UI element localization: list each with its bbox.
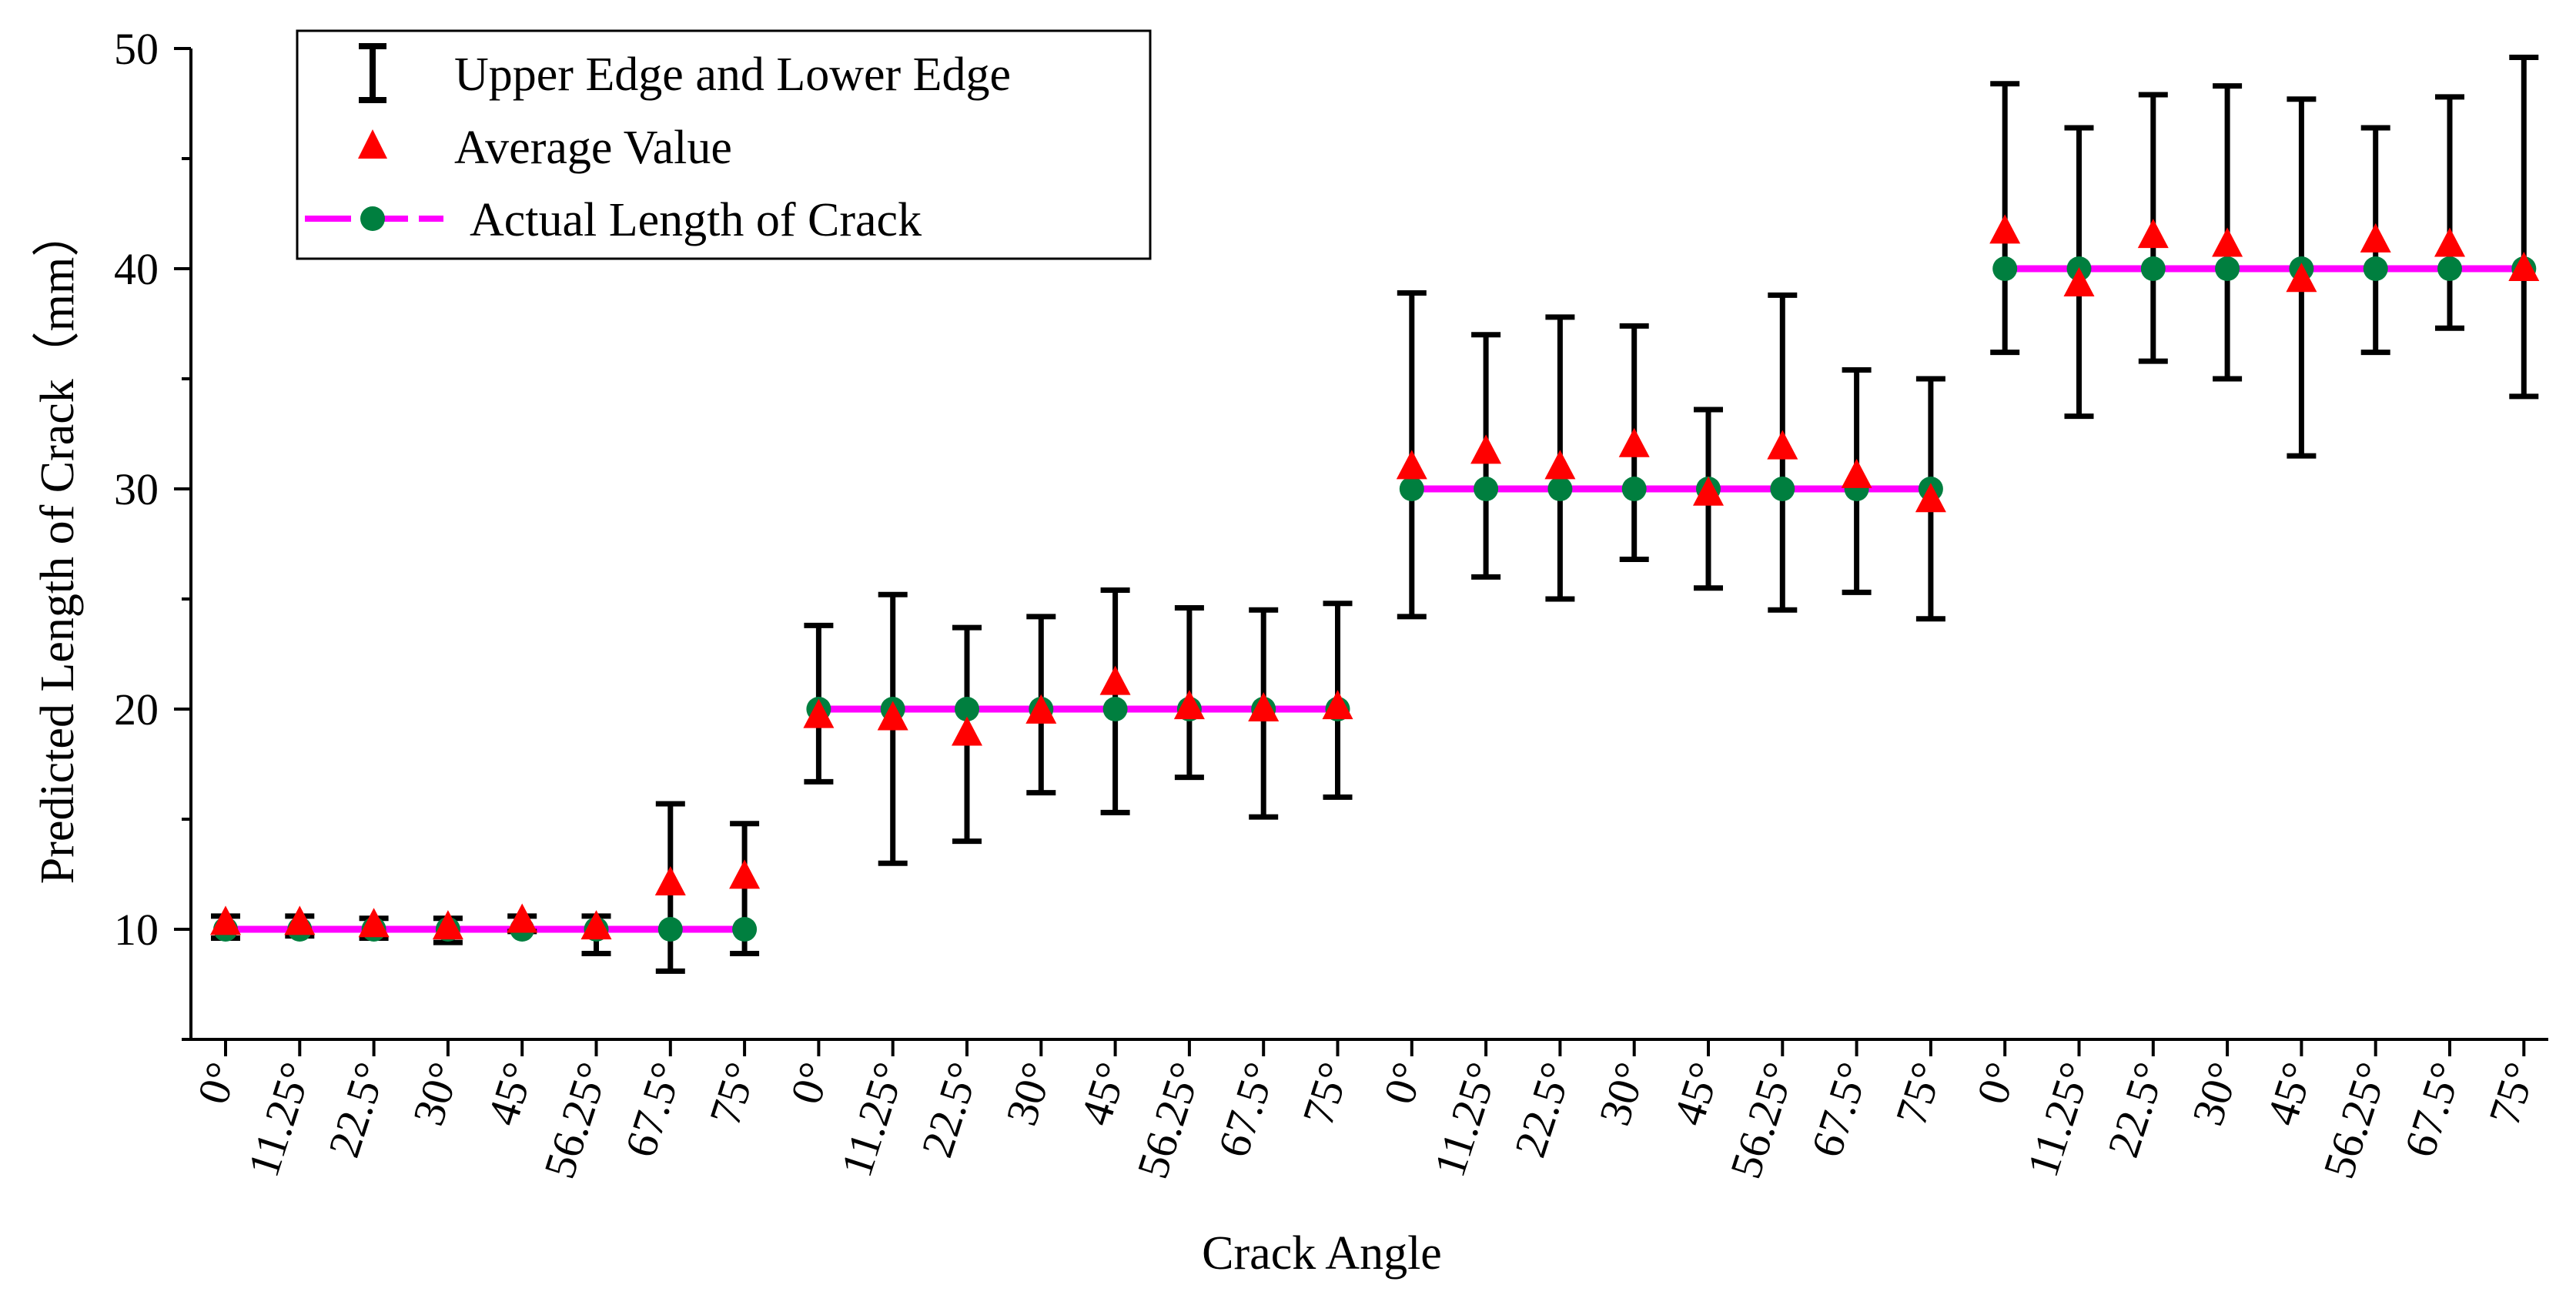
actual-length-point [1474, 477, 1499, 501]
average-value-point [580, 910, 612, 940]
actual-length-point [1547, 477, 1573, 501]
series-group [803, 587, 1353, 866]
average-value-point [2508, 252, 2540, 281]
y-tick-label: 10 [114, 905, 159, 955]
actual-length-point [1621, 477, 1647, 501]
average-value-point [1470, 434, 1502, 464]
average-value-point [1989, 214, 2021, 244]
y-tick-label: 20 [114, 684, 159, 734]
average-value-point [877, 701, 908, 731]
average-value-point [432, 910, 463, 940]
actual-length-point [1399, 477, 1424, 501]
legend-actual-symbol [305, 206, 443, 231]
average-value-point [1322, 690, 1353, 720]
average-value-point [1841, 458, 1872, 488]
legend: Upper Edge and Lower Edge Average Value … [296, 29, 1152, 260]
actual-length-point [2215, 256, 2240, 281]
series-group [210, 801, 761, 974]
average-value-point [2286, 263, 2317, 293]
average-value-point [358, 908, 390, 938]
average-value-point [1618, 427, 1650, 457]
legend-errorbar-symbol [359, 43, 386, 103]
actual-length-point [2363, 256, 2388, 281]
actual-length-point [955, 697, 979, 721]
legend-average-label: Average Value [454, 122, 732, 174]
y-axis-title: Predicted Length of Crack（mm） [32, 209, 84, 884]
average-value-point [1767, 430, 1798, 460]
y-axis-ticks: 10 20 30 40 50 [114, 24, 191, 1041]
average-value-point [952, 716, 982, 746]
average-value-point [654, 865, 686, 895]
average-value-point [1099, 665, 1131, 695]
average-value-point [1544, 450, 1576, 480]
actual-length-point [2140, 256, 2166, 281]
average-value-point [210, 905, 241, 935]
actual-length-point [2437, 256, 2462, 281]
average-value-point [2434, 227, 2465, 257]
average-value-point [2360, 223, 2391, 253]
series-group [1989, 54, 2540, 459]
average-value-point [803, 698, 835, 728]
average-value-point [2137, 219, 2169, 249]
x-axis-title: Crack Angle [1202, 1227, 1442, 1280]
actual-length-point [1102, 697, 1128, 721]
average-value-point [1396, 450, 1427, 480]
actual-length-point [1770, 477, 1795, 501]
average-value-point [507, 903, 538, 933]
actual-length-point [732, 917, 758, 942]
y-tick-label: 40 [114, 244, 159, 294]
average-value-point [284, 905, 316, 935]
average-value-point [1693, 476, 1724, 506]
average-value-point [1248, 692, 1280, 721]
average-value-point [2063, 267, 2095, 297]
y-tick-label: 30 [114, 464, 159, 514]
actual-length-point [657, 917, 683, 942]
average-value-point [1173, 690, 1205, 720]
y-tick-label: 50 [114, 24, 159, 74]
average-value-point [1915, 483, 1946, 513]
series-group [1396, 289, 1946, 622]
actual-length-point [1992, 256, 2018, 281]
plot-area [210, 54, 2540, 974]
average-value-point [2212, 227, 2243, 257]
legend-errorbar-label: Upper Edge and Lower Edge [454, 49, 1011, 101]
average-value-point [1025, 694, 1057, 724]
average-value-point [729, 859, 761, 889]
legend-actual-label: Actual Length of Crack [470, 194, 922, 246]
legend-average-symbol [358, 129, 387, 159]
